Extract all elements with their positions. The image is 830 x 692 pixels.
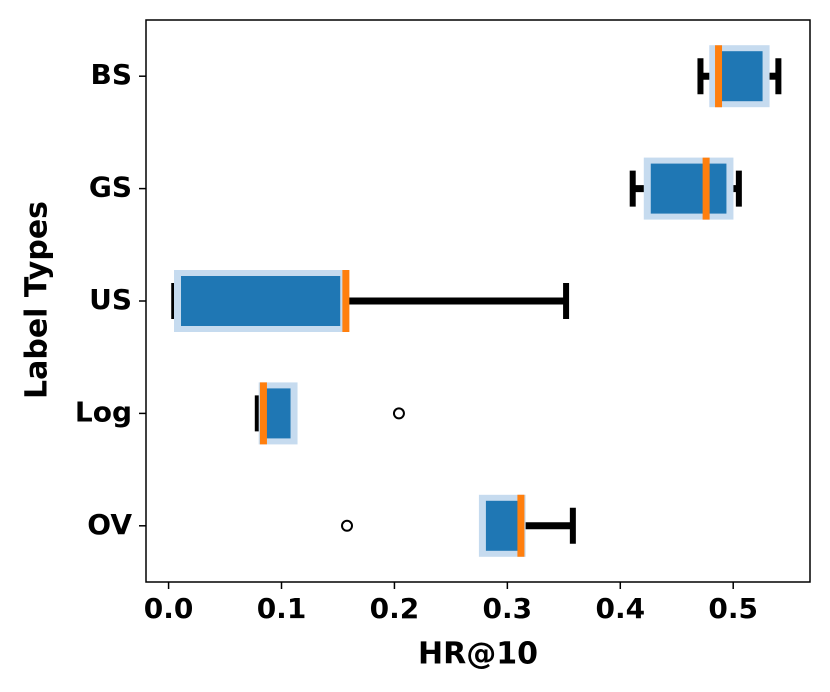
y-tick-label: BS xyxy=(90,58,132,91)
x-tick-label: 0.3 xyxy=(483,592,533,625)
flier xyxy=(341,519,354,532)
y-tick-label: US xyxy=(89,283,132,316)
box xyxy=(716,51,763,102)
x-tick-label: 0.5 xyxy=(708,592,758,625)
y-tick-label: OV xyxy=(87,508,132,541)
box xyxy=(485,500,519,551)
flier xyxy=(392,407,405,420)
x-tick-label: 0.1 xyxy=(257,592,307,625)
y-axis-label: Label Types xyxy=(20,201,55,399)
box xyxy=(650,163,727,214)
x-axis-label: HR@10 xyxy=(418,637,538,672)
y-tick-label: GS xyxy=(89,171,132,204)
y-tick-label: Log xyxy=(75,395,132,428)
box xyxy=(181,276,341,326)
x-tick-label: 0.4 xyxy=(595,592,645,625)
x-tick-label: 0.2 xyxy=(370,592,420,625)
box xyxy=(265,388,291,439)
x-tick-label: 0.0 xyxy=(144,592,194,625)
